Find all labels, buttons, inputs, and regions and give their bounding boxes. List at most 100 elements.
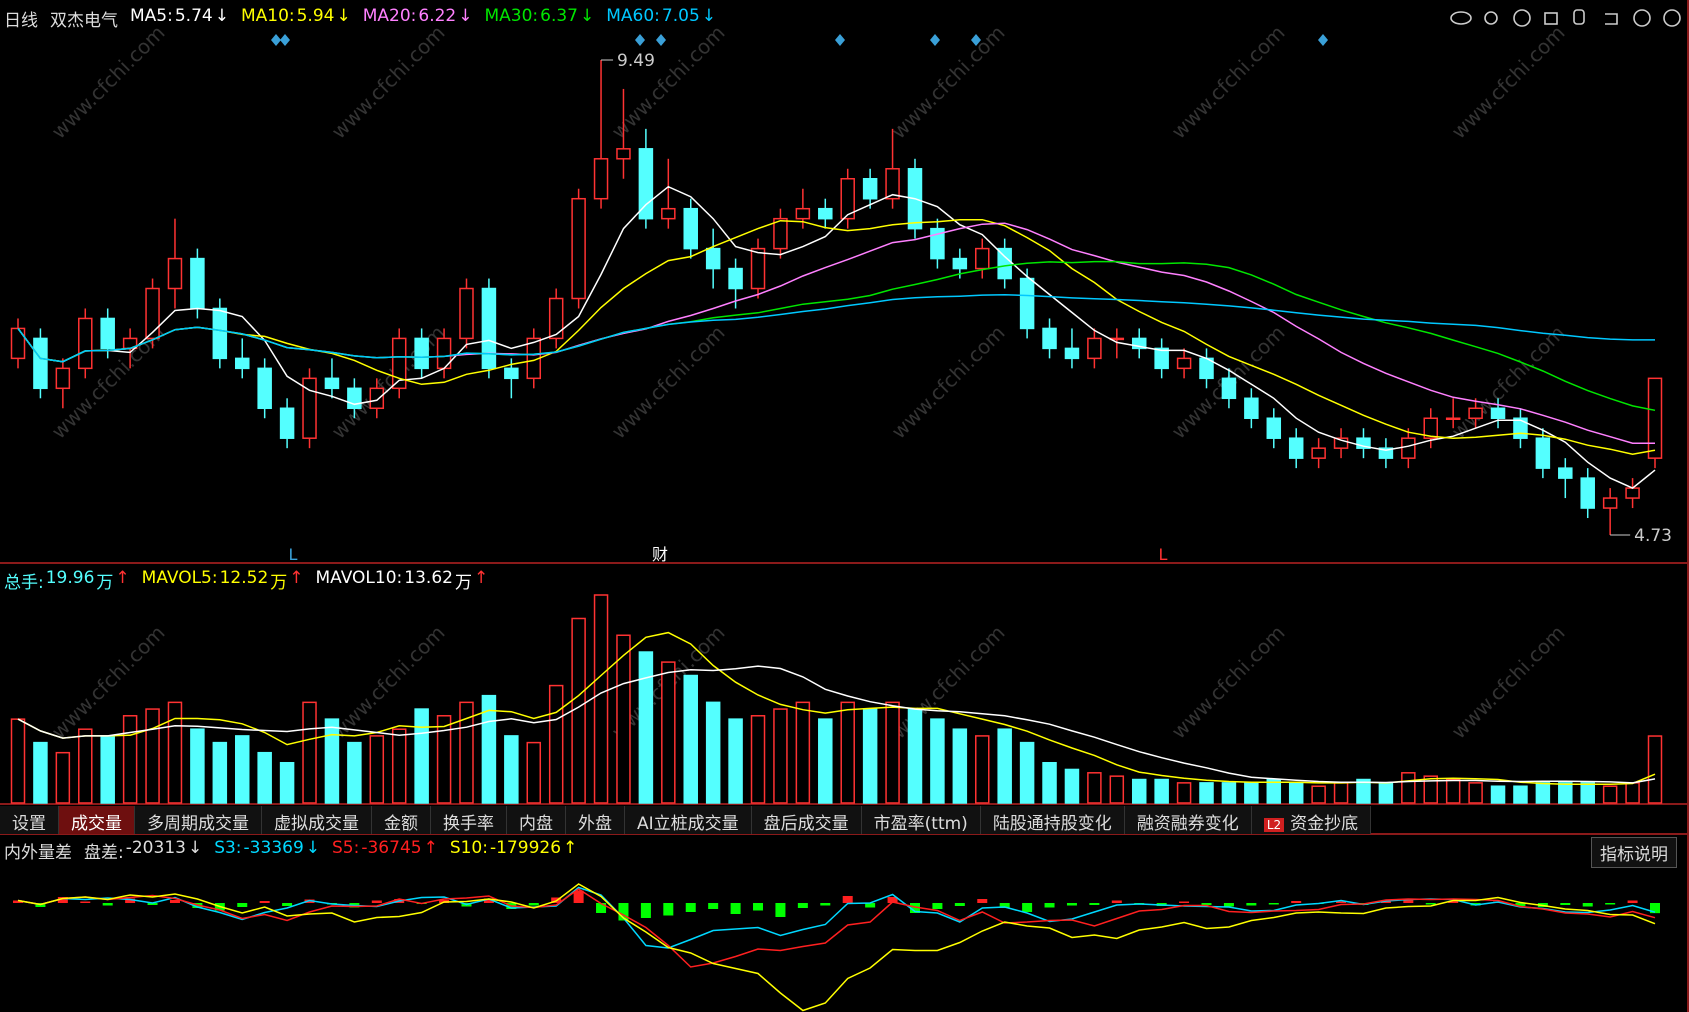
diff-bar <box>169 900 180 903</box>
diff-bar <box>1111 900 1122 903</box>
volume-bar <box>33 741 48 804</box>
ma-trend: ↓ <box>580 6 595 26</box>
candle-body <box>1288 437 1304 459</box>
tab[interactable]: 设置 <box>0 806 59 834</box>
tab[interactable]: AI立桩成交量 <box>625 806 752 834</box>
ma-label: MA30: <box>484 6 539 26</box>
candle-body <box>1221 377 1237 400</box>
diff-bar <box>1650 903 1660 914</box>
diff-bar <box>1044 903 1055 908</box>
indicator-help-button[interactable]: 指标说明 <box>1591 837 1677 868</box>
s-value: -179926 <box>489 838 562 858</box>
volume-bar <box>1288 782 1304 804</box>
ma-value: 5.94 <box>296 6 335 26</box>
volume-bar <box>728 718 743 804</box>
volume-bar <box>907 708 923 804</box>
mavol-unit: 万 <box>454 573 472 593</box>
diff-bar <box>1268 903 1279 905</box>
candle-body <box>257 367 272 410</box>
diff-bar <box>999 903 1010 908</box>
tab[interactable]: 金额 <box>372 806 431 834</box>
diff-bar <box>865 903 876 908</box>
volume-bar <box>1221 782 1237 804</box>
ma-line <box>17 218 1656 455</box>
candle-body <box>78 317 93 370</box>
ma-line <box>17 293 1655 363</box>
tab-label: 设置 <box>12 814 46 834</box>
candle-body <box>1176 357 1192 370</box>
volume-bar <box>840 701 855 804</box>
diff-bar <box>1022 903 1033 912</box>
tab-label: 市盈率(ttm) <box>873 814 968 834</box>
diff-bar <box>909 903 920 913</box>
candle-body <box>750 247 766 290</box>
candle-body <box>145 287 160 340</box>
candle-body <box>1154 347 1169 370</box>
event-marker: L <box>1159 545 1168 564</box>
tab[interactable]: 换手率 <box>431 806 507 834</box>
candle-body <box>1490 407 1506 419</box>
volume-header: 总手: 19.96 万 ↑ MAVOL5: 12.52 万 ↑ MAVOL10: 13.62 万 ↑ <box>4 568 500 593</box>
candle-body <box>279 407 295 439</box>
tab[interactable]: 外盘 <box>566 806 625 834</box>
total-trend: ↑ <box>115 568 130 588</box>
s-trend: ↑ <box>563 838 578 858</box>
toolbar-icons[interactable] <box>1450 9 1681 27</box>
volume-bar <box>1333 782 1349 804</box>
tab-label: 换手率 <box>443 814 494 834</box>
price-header: 日线 双杰电气 MA5: 5.74 ↓ MA10: 5.94 ↓ MA20: 6.22 ↓ MA30:… <box>4 6 728 31</box>
candle-body <box>459 287 474 340</box>
candle-body <box>1244 397 1259 419</box>
total-label: 总手: <box>4 573 44 593</box>
ma-trend: ↓ <box>701 6 717 26</box>
diff-bar <box>820 903 831 906</box>
volume-bar <box>1513 785 1528 804</box>
tab[interactable]: 内盘 <box>507 806 566 834</box>
tab[interactable]: 融资融券变化 <box>1124 806 1252 834</box>
event-marker: L <box>289 545 298 564</box>
ma-value: 7.05 <box>661 6 700 26</box>
diff-bar <box>1627 900 1638 903</box>
candle-body <box>1266 417 1282 439</box>
tab[interactable]: L2 资金抄底 <box>1251 806 1372 834</box>
diff-bar <box>1246 903 1257 906</box>
ma-line <box>17 185 1656 489</box>
tab[interactable]: 虚拟成交量 <box>262 806 372 834</box>
diff-bar <box>775 903 786 917</box>
candle-body <box>1064 347 1080 360</box>
volume-bar <box>1087 772 1102 804</box>
candle-body <box>661 207 676 220</box>
diff-bar <box>1425 903 1436 905</box>
diff-bar <box>102 903 113 906</box>
volume-bar <box>302 701 317 804</box>
candle-body <box>571 197 586 300</box>
tab[interactable]: 盘后成交量 <box>751 806 862 834</box>
candle-body <box>324 377 340 390</box>
ma-trend: ↓ <box>214 6 229 26</box>
tab-label: 盘后成交量 <box>763 814 849 834</box>
volume-bar <box>1468 782 1483 804</box>
volume-bar <box>78 728 93 804</box>
volume-bar <box>1647 735 1663 804</box>
tab[interactable]: 陆股通持股变化 <box>980 806 1125 834</box>
diff-bar <box>1560 903 1571 905</box>
tab[interactable]: 市盈率(ttm) <box>861 806 981 834</box>
ma-value: 6.22 <box>418 6 457 26</box>
indicator-tabs: 设置 成交量 多周期成交量 虚拟成交量 金额 换手率 内盘 外盘 AI立桩成交量 盘后成交量 市盈率… <box>0 806 1450 834</box>
volume-bar <box>1042 761 1057 804</box>
diff-bar <box>1403 900 1414 903</box>
volume-bar <box>1131 778 1147 804</box>
diff-bar <box>1336 901 1347 903</box>
indicator-header: 内外量差 盘差: -20313 ↓ S3: -33369 ↓ S5: -36745 ↑ S10: -1… <box>4 838 589 863</box>
indicator-plot <box>13 883 1660 1012</box>
candle-body <box>616 148 631 160</box>
tab[interactable]: 多周期成交量 <box>135 806 262 834</box>
volume-bar <box>593 594 609 804</box>
volume-bar <box>795 701 811 804</box>
diff-bar <box>977 899 988 903</box>
volume-bar <box>122 715 138 804</box>
tab[interactable]: 成交量 <box>59 806 135 834</box>
mavol-label: MAVOL10: <box>315 568 403 588</box>
high-label: 9.49 <box>617 51 655 71</box>
tab-badge: L2 <box>1263 818 1285 832</box>
